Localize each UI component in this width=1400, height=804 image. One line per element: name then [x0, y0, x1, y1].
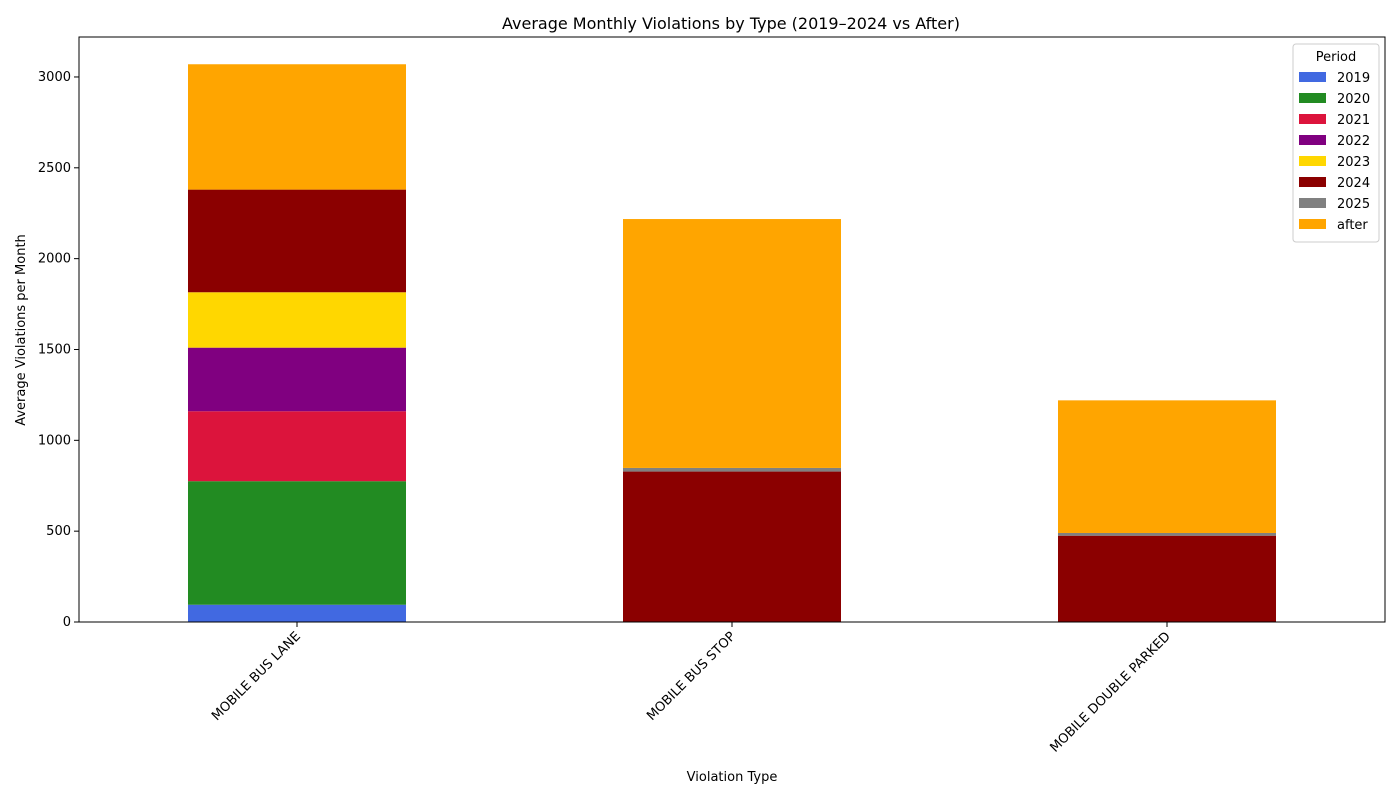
legend-label-2019: 2019	[1337, 71, 1370, 86]
legend-swatch-2023	[1299, 156, 1326, 166]
bar-2025-2	[1058, 532, 1276, 536]
legend-label-2025: 2025	[1337, 197, 1370, 212]
legend-label-2022: 2022	[1337, 134, 1370, 149]
x-axis-label: Violation Type	[687, 770, 778, 785]
y-tick-label: 3000	[38, 70, 71, 85]
y-tick-label: 0	[63, 615, 71, 630]
legend-label-after: after	[1337, 218, 1368, 233]
bar-2024-1	[623, 471, 841, 622]
bar-after-2	[1058, 400, 1276, 533]
legend-swatch-2024	[1299, 177, 1326, 187]
y-axis-label: Average Violations per Month	[14, 234, 29, 426]
x-axis: MOBILE BUS LANE MOBILE BUS STOP MOBILE DOU…	[209, 622, 1174, 756]
legend-label-2023: 2023	[1337, 155, 1370, 170]
x-tick-label: MOBILE DOUBLE PARKED	[1047, 629, 1173, 755]
y-axis: 0 500 1000 1500 2000 2500 3000	[38, 70, 79, 630]
y-tick-label: 500	[46, 524, 71, 539]
legend-swatch-2020	[1299, 93, 1326, 103]
bar-2021-0	[188, 411, 406, 482]
legend-label-2020: 2020	[1337, 92, 1370, 107]
x-tick-label: MOBILE BUS STOP	[644, 629, 739, 724]
legend-label-2021: 2021	[1337, 113, 1370, 128]
legend-swatch-after	[1299, 219, 1326, 229]
legend-swatch-2021	[1299, 114, 1326, 124]
legend-title: Period	[1316, 50, 1357, 65]
legend-swatch-2022	[1299, 135, 1326, 145]
bar-after-1	[623, 219, 841, 468]
legend: Period 2019 2020 2021 2022 2023 2024 2025 after	[1292, 43, 1380, 243]
legend-swatch-2019	[1299, 72, 1326, 82]
bar-2019-0	[188, 604, 406, 622]
y-tick-label: 1000	[38, 433, 71, 448]
y-tick-label: 2000	[38, 252, 71, 267]
bar-2023-0	[188, 292, 406, 348]
x-tick-label: MOBILE BUS LANE	[209, 629, 304, 724]
legend-label-2024: 2024	[1337, 176, 1370, 191]
bar-2025-1	[623, 467, 841, 472]
bars-group	[188, 64, 1276, 622]
y-tick-label: 1500	[38, 342, 71, 357]
bar-2024-2	[1058, 535, 1276, 622]
bar-after-0	[188, 64, 406, 190]
bar-2024-0	[188, 189, 406, 293]
bar-2022-0	[188, 347, 406, 412]
chart-title: Average Monthly Violations by Type (2019…	[502, 14, 960, 33]
bar-2020-0	[188, 481, 406, 605]
y-tick-label: 2500	[38, 161, 71, 176]
legend-swatch-2025	[1299, 198, 1326, 208]
